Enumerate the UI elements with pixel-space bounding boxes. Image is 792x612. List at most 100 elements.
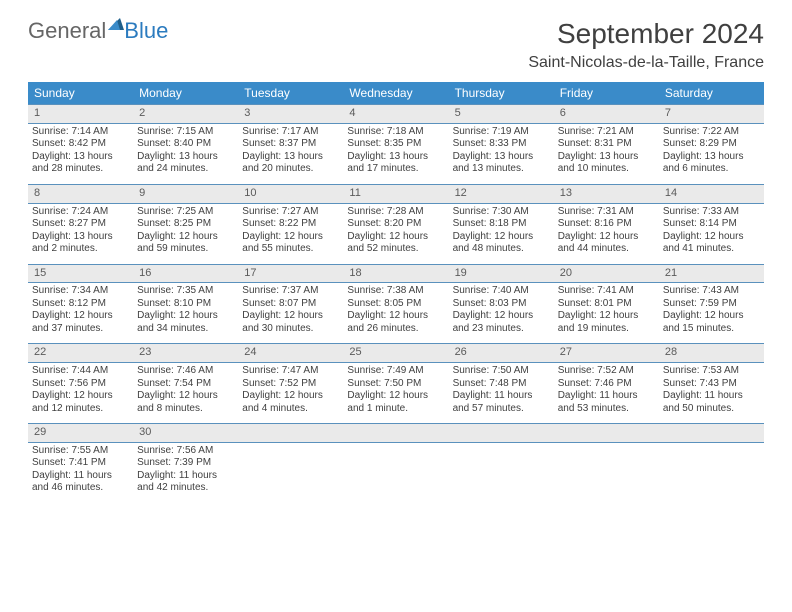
day-number-cell: 14 (659, 184, 764, 203)
day-number-cell (343, 424, 448, 443)
day-cell (554, 442, 659, 503)
day-cell: Sunrise: 7:24 AMSunset: 8:27 PMDaylight:… (28, 203, 133, 264)
day-cell: Sunrise: 7:35 AMSunset: 8:10 PMDaylight:… (133, 283, 238, 344)
day-number-cell: 26 (449, 344, 554, 363)
day-number-cell: 7 (659, 105, 764, 124)
logo-text-general: General (28, 18, 106, 44)
weekday-header: Tuesday (238, 82, 343, 105)
sunset-text: Sunset: 7:41 PM (32, 457, 129, 470)
day-number-cell: 6 (554, 105, 659, 124)
sunrise-text: Sunrise: 7:43 AM (663, 285, 760, 298)
sunset-text: Sunset: 7:52 PM (242, 378, 339, 391)
day-cell: Sunrise: 7:31 AMSunset: 8:16 PMDaylight:… (554, 203, 659, 264)
day-cell: Sunrise: 7:19 AMSunset: 8:33 PMDaylight:… (449, 123, 554, 184)
day-number-cell: 13 (554, 184, 659, 203)
sunset-text: Sunset: 8:27 PM (32, 218, 129, 231)
day-cell: Sunrise: 7:55 AMSunset: 7:41 PMDaylight:… (28, 442, 133, 503)
logo: General Blue (28, 18, 168, 44)
day-cell: Sunrise: 7:22 AMSunset: 8:29 PMDaylight:… (659, 123, 764, 184)
daylight-text: Daylight: 12 hours and 44 minutes. (558, 231, 655, 256)
sunset-text: Sunset: 8:33 PM (453, 138, 550, 151)
day-number-cell: 11 (343, 184, 448, 203)
day-cell: Sunrise: 7:37 AMSunset: 8:07 PMDaylight:… (238, 283, 343, 344)
day-cell: Sunrise: 7:25 AMSunset: 8:25 PMDaylight:… (133, 203, 238, 264)
day-number-cell: 30 (133, 424, 238, 443)
day-number-cell: 17 (238, 264, 343, 283)
day-cell: Sunrise: 7:15 AMSunset: 8:40 PMDaylight:… (133, 123, 238, 184)
sunset-text: Sunset: 8:42 PM (32, 138, 129, 151)
day-cell: Sunrise: 7:49 AMSunset: 7:50 PMDaylight:… (343, 363, 448, 424)
day-number-cell: 20 (554, 264, 659, 283)
daylight-text: Daylight: 13 hours and 20 minutes. (242, 151, 339, 176)
sunrise-text: Sunrise: 7:52 AM (558, 365, 655, 378)
day-cell (238, 442, 343, 503)
sunset-text: Sunset: 8:20 PM (347, 218, 444, 231)
day-cell: Sunrise: 7:17 AMSunset: 8:37 PMDaylight:… (238, 123, 343, 184)
day-content-row: Sunrise: 7:14 AMSunset: 8:42 PMDaylight:… (28, 123, 764, 184)
day-number-cell: 4 (343, 105, 448, 124)
day-cell: Sunrise: 7:53 AMSunset: 7:43 PMDaylight:… (659, 363, 764, 424)
day-cell: Sunrise: 7:34 AMSunset: 8:12 PMDaylight:… (28, 283, 133, 344)
day-number-cell: 27 (554, 344, 659, 363)
daylight-text: Daylight: 11 hours and 46 minutes. (32, 470, 129, 495)
sunset-text: Sunset: 7:56 PM (32, 378, 129, 391)
title-block: September 2024 Saint-Nicolas-de-la-Taill… (528, 18, 764, 72)
day-number-cell: 22 (28, 344, 133, 363)
day-cell: Sunrise: 7:14 AMSunset: 8:42 PMDaylight:… (28, 123, 133, 184)
sunrise-text: Sunrise: 7:44 AM (32, 365, 129, 378)
sunrise-text: Sunrise: 7:56 AM (137, 445, 234, 458)
day-number-cell: 15 (28, 264, 133, 283)
sunset-text: Sunset: 7:48 PM (453, 378, 550, 391)
weekday-header: Wednesday (343, 82, 448, 105)
day-cell: Sunrise: 7:38 AMSunset: 8:05 PMDaylight:… (343, 283, 448, 344)
day-cell: Sunrise: 7:40 AMSunset: 8:03 PMDaylight:… (449, 283, 554, 344)
sunrise-text: Sunrise: 7:24 AM (32, 206, 129, 219)
daylight-text: Daylight: 12 hours and 8 minutes. (137, 390, 234, 415)
day-number-cell: 1 (28, 105, 133, 124)
day-cell: Sunrise: 7:21 AMSunset: 8:31 PMDaylight:… (554, 123, 659, 184)
sunset-text: Sunset: 8:10 PM (137, 298, 234, 311)
sunset-text: Sunset: 8:25 PM (137, 218, 234, 231)
daylight-text: Daylight: 12 hours and 19 minutes. (558, 310, 655, 335)
daylight-text: Daylight: 13 hours and 17 minutes. (347, 151, 444, 176)
sunrise-text: Sunrise: 7:18 AM (347, 126, 444, 139)
day-number-cell: 18 (343, 264, 448, 283)
day-number-cell: 29 (28, 424, 133, 443)
day-number-cell: 8 (28, 184, 133, 203)
day-cell: Sunrise: 7:52 AMSunset: 7:46 PMDaylight:… (554, 363, 659, 424)
daylight-text: Daylight: 11 hours and 42 minutes. (137, 470, 234, 495)
daylight-text: Daylight: 12 hours and 48 minutes. (453, 231, 550, 256)
sunset-text: Sunset: 8:14 PM (663, 218, 760, 231)
sunrise-text: Sunrise: 7:49 AM (347, 365, 444, 378)
sunset-text: Sunset: 7:50 PM (347, 378, 444, 391)
day-number-cell (554, 424, 659, 443)
weekday-header: Thursday (449, 82, 554, 105)
day-content-row: Sunrise: 7:34 AMSunset: 8:12 PMDaylight:… (28, 283, 764, 344)
day-number-row: 22232425262728 (28, 344, 764, 363)
sunset-text: Sunset: 8:31 PM (558, 138, 655, 151)
daylight-text: Daylight: 12 hours and 52 minutes. (347, 231, 444, 256)
day-number-row: 15161718192021 (28, 264, 764, 283)
sunset-text: Sunset: 8:37 PM (242, 138, 339, 151)
day-number-cell: 2 (133, 105, 238, 124)
day-cell: Sunrise: 7:56 AMSunset: 7:39 PMDaylight:… (133, 442, 238, 503)
sunset-text: Sunset: 7:39 PM (137, 457, 234, 470)
daylight-text: Daylight: 13 hours and 6 minutes. (663, 151, 760, 176)
daylight-text: Daylight: 13 hours and 2 minutes. (32, 231, 129, 256)
daylight-text: Daylight: 12 hours and 4 minutes. (242, 390, 339, 415)
daylight-text: Daylight: 12 hours and 59 minutes. (137, 231, 234, 256)
sunrise-text: Sunrise: 7:22 AM (663, 126, 760, 139)
daylight-text: Daylight: 12 hours and 37 minutes. (32, 310, 129, 335)
sunset-text: Sunset: 8:40 PM (137, 138, 234, 151)
weekday-header: Monday (133, 82, 238, 105)
sunrise-text: Sunrise: 7:41 AM (558, 285, 655, 298)
daylight-text: Daylight: 13 hours and 13 minutes. (453, 151, 550, 176)
sunset-text: Sunset: 8:01 PM (558, 298, 655, 311)
sunset-text: Sunset: 8:16 PM (558, 218, 655, 231)
day-number-row: 2930 (28, 424, 764, 443)
daylight-text: Daylight: 11 hours and 53 minutes. (558, 390, 655, 415)
day-number-cell: 9 (133, 184, 238, 203)
sunset-text: Sunset: 8:29 PM (663, 138, 760, 151)
daylight-text: Daylight: 12 hours and 30 minutes. (242, 310, 339, 335)
sunset-text: Sunset: 8:18 PM (453, 218, 550, 231)
